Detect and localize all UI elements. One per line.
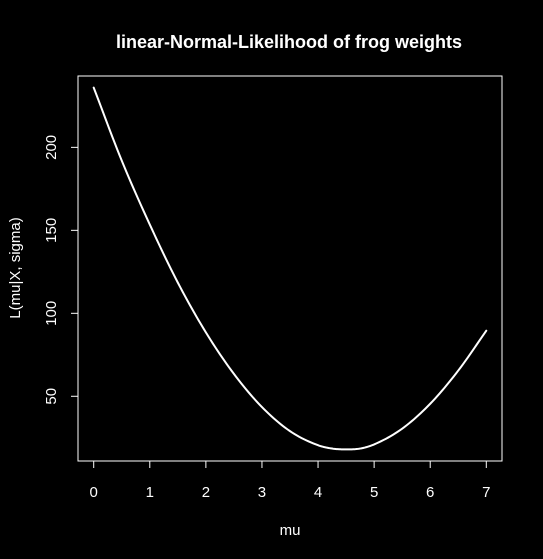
y-tick-label: 200 (43, 135, 60, 160)
x-axis: 0 1 2 3 4 5 6 7 (90, 460, 490, 501)
x-tick-label: 3 (258, 484, 266, 501)
chart-title: linear-Normal-Likelihood of frog weights (116, 32, 462, 52)
y-tick-label: 150 (43, 218, 60, 243)
x-tick-label: 7 (482, 484, 490, 501)
likelihood-curve (92, 86, 488, 451)
x-tick-label: 2 (202, 484, 210, 501)
y-tick-label: 50 (43, 388, 60, 405)
y-axis-label: L(mu|X, sigma) (7, 217, 24, 318)
x-tick-label: 4 (314, 484, 322, 501)
x-tick-label: 0 (90, 484, 98, 501)
x-tick-label: 5 (370, 484, 378, 501)
x-axis-label: mu (280, 522, 301, 539)
y-axis: 50 100 150 200 (43, 135, 79, 405)
y-tick-label: 100 (43, 301, 60, 326)
x-tick-label: 1 (146, 484, 154, 501)
x-tick-label: 6 (426, 484, 434, 501)
